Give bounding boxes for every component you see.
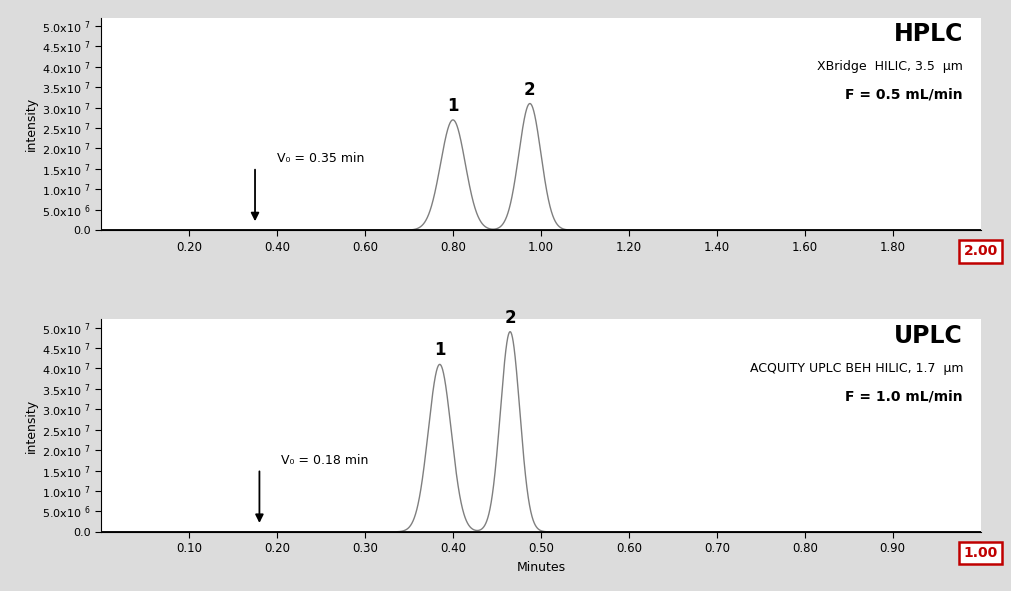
Text: 2: 2 xyxy=(524,80,536,99)
Text: XBridge  HILIC, 3.5  μm: XBridge HILIC, 3.5 μm xyxy=(817,60,963,73)
Text: 1: 1 xyxy=(447,97,459,115)
Text: 1.00: 1.00 xyxy=(963,546,998,560)
Text: F = 1.0 mL/min: F = 1.0 mL/min xyxy=(845,389,963,404)
Text: F = 0.5 mL/min: F = 0.5 mL/min xyxy=(845,88,963,102)
Text: V₀ = 0.35 min: V₀ = 0.35 min xyxy=(277,152,364,165)
X-axis label: Minutes: Minutes xyxy=(517,561,565,574)
Text: 2: 2 xyxy=(504,309,516,327)
Text: 1: 1 xyxy=(434,342,446,359)
Text: ACQUITY UPLC BEH HILIC, 1.7  μm: ACQUITY UPLC BEH HILIC, 1.7 μm xyxy=(749,362,963,375)
Text: UPLC: UPLC xyxy=(895,324,963,348)
Text: 2.00: 2.00 xyxy=(963,245,998,258)
Y-axis label: intensity: intensity xyxy=(25,398,38,453)
Text: HPLC: HPLC xyxy=(894,22,963,46)
Y-axis label: intensity: intensity xyxy=(25,97,38,151)
Text: V₀ = 0.18 min: V₀ = 0.18 min xyxy=(281,454,369,467)
